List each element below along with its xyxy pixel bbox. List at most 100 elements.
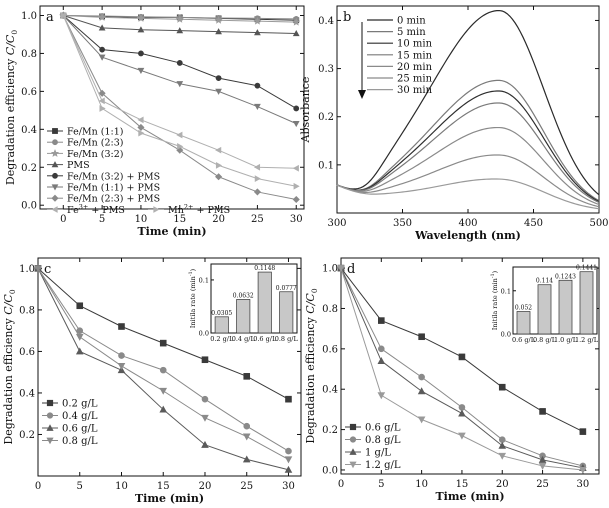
c-panel-letter: c — [44, 262, 51, 277]
b-x-tick-label: 400 — [458, 218, 477, 229]
a-point — [99, 46, 106, 53]
d-point — [337, 265, 345, 273]
b-legend-label: 15 min — [397, 50, 433, 61]
d-point — [458, 432, 466, 440]
a-y-tick-label: 0.8 — [21, 49, 37, 60]
a-point — [292, 17, 301, 26]
d-inset-bar-label: 0.1441 — [576, 265, 597, 272]
d-series — [337, 264, 587, 474]
a-legend-label: PMS — [67, 160, 90, 171]
b-legend-label: 20 min — [397, 62, 433, 73]
d-y-tick-label: 1.0 — [322, 264, 338, 275]
a-point — [292, 120, 300, 128]
c-y-tick-label: 0.2 — [19, 430, 35, 441]
c-inset-y-axis-label: Initila rate (min-1) — [188, 268, 197, 328]
c-point — [201, 440, 209, 448]
c-point — [284, 465, 293, 473]
a-point — [293, 105, 300, 112]
b-y-tick-label: 0.2 — [318, 112, 334, 123]
a-point — [293, 182, 300, 190]
b-axes: 300 350 400 450 500 0.1 0.2 0.3 0.4 Wavelength (n… — [299, 5, 609, 242]
a-point — [137, 67, 145, 74]
a-legend-label: Fe/Mn (3:2) — [67, 149, 123, 160]
b-spectrum-line — [336, 126, 600, 206]
c-legend-marker — [46, 437, 54, 445]
a-point — [98, 24, 106, 31]
a-legend-marker — [51, 206, 58, 213]
b-legend-label: 25 min — [397, 74, 433, 85]
a-x-axis-label: Time (min) — [137, 225, 206, 238]
a-x-tick-label: 5 — [99, 214, 105, 225]
b-panel-letter: b — [343, 10, 351, 25]
a-point — [138, 129, 145, 137]
c-y-tick-label: 0.4 — [19, 388, 35, 399]
d-point — [417, 387, 426, 395]
c-point — [243, 373, 251, 380]
d-x-tick-label: 15 — [456, 479, 469, 490]
d-point — [377, 357, 386, 364]
a-point — [215, 88, 222, 95]
b-legend-label: 0 min — [397, 16, 426, 27]
d-point — [498, 383, 506, 391]
d-point — [418, 373, 425, 381]
d-legend-label: 1 g/L — [365, 448, 391, 459]
b-x-tick-label: 350 — [393, 218, 412, 229]
b-x-tick-label: 500 — [589, 218, 608, 229]
a-x-tick-label: 25 — [251, 214, 264, 225]
c-y-tick-label: 0.6 — [19, 347, 35, 358]
d-point — [418, 333, 425, 341]
d-legend-label: 0.6 g/L — [365, 423, 401, 434]
d-inset-bar-label: 0.052 — [515, 305, 532, 312]
d-x-axis-label: Time (min) — [435, 490, 504, 503]
a-point — [215, 75, 222, 81]
c-x-tick-label: 30 — [282, 481, 295, 492]
d-point — [377, 392, 386, 400]
c-inset-x-tick-label: 0.4 g/L — [232, 335, 256, 343]
d-inset-y-tick-label: 0.1 — [501, 287, 511, 295]
c-point — [159, 405, 168, 413]
c-inset-bar — [236, 299, 251, 334]
a-point — [253, 16, 262, 25]
c-point — [159, 387, 168, 395]
b-spectrum-line — [336, 154, 600, 208]
c-point — [76, 327, 84, 334]
b-legend-label: 5 min — [397, 27, 426, 38]
d-point — [539, 408, 546, 415]
a-x-tick-label: 0 — [60, 214, 66, 225]
c-legend: 0.2 g/L0.4 g/L 0.6 g/L0.8 g/L — [42, 399, 98, 447]
d-inset-y-axis-label: Initila rate (min-1) — [490, 270, 499, 330]
a-legend: Fe/Mn (1:1)Fe/Mn (2:3)Fe/Mn (3:2)PMSFe/M… — [47, 127, 230, 216]
c-point — [118, 352, 125, 359]
d-inset-bar — [579, 271, 594, 335]
c-plot-frame — [37, 257, 302, 477]
a-point — [215, 173, 223, 181]
c-legend-marker — [46, 412, 54, 419]
c-inset-x-tick-label: 0.8 g/L — [275, 335, 299, 343]
c-inset: 0.0 0.1 0.0305 0.2 g/L 0.0632 0.4 g/L 0.1148 0.… — [188, 263, 299, 343]
a-legend-label: Fe/Mn (2:3) + PMS — [67, 194, 160, 205]
a-point — [98, 13, 107, 21]
a-legend-label: Fe3+ + PMS — [67, 203, 125, 216]
c-point — [201, 356, 209, 364]
b-y-axis-label: Absorbance — [299, 77, 312, 144]
a-y-tick-label: 0.4 — [21, 125, 37, 136]
c-inset-x-tick-label: 0.6 g/L — [253, 335, 277, 343]
a-plot-frame — [39, 5, 305, 210]
a-point — [138, 50, 144, 57]
c-x-tick-label: 20 — [199, 481, 212, 492]
b-spectrum-line — [336, 178, 600, 210]
a-legend-marker — [51, 184, 59, 191]
a-y-tick-label: 1.0 — [21, 11, 37, 22]
d-point — [378, 345, 385, 353]
b-x-axis-label: Wavelength (nm) — [414, 229, 521, 242]
d-y-axis-label: Degradation efficiency C/C0 — [304, 288, 319, 443]
b-y-tick-label: 0.4 — [318, 16, 334, 27]
c-point — [285, 447, 292, 455]
c-point — [243, 422, 251, 430]
a-x-tick-label: 15 — [173, 214, 186, 225]
c-point — [75, 347, 84, 355]
c-point — [159, 366, 167, 374]
a-point — [214, 15, 223, 24]
d-panel-letter: d — [347, 262, 355, 277]
d-legend: 0.6 g/L0.8 g/L 1 g/L1.2 g/L — [345, 423, 401, 471]
